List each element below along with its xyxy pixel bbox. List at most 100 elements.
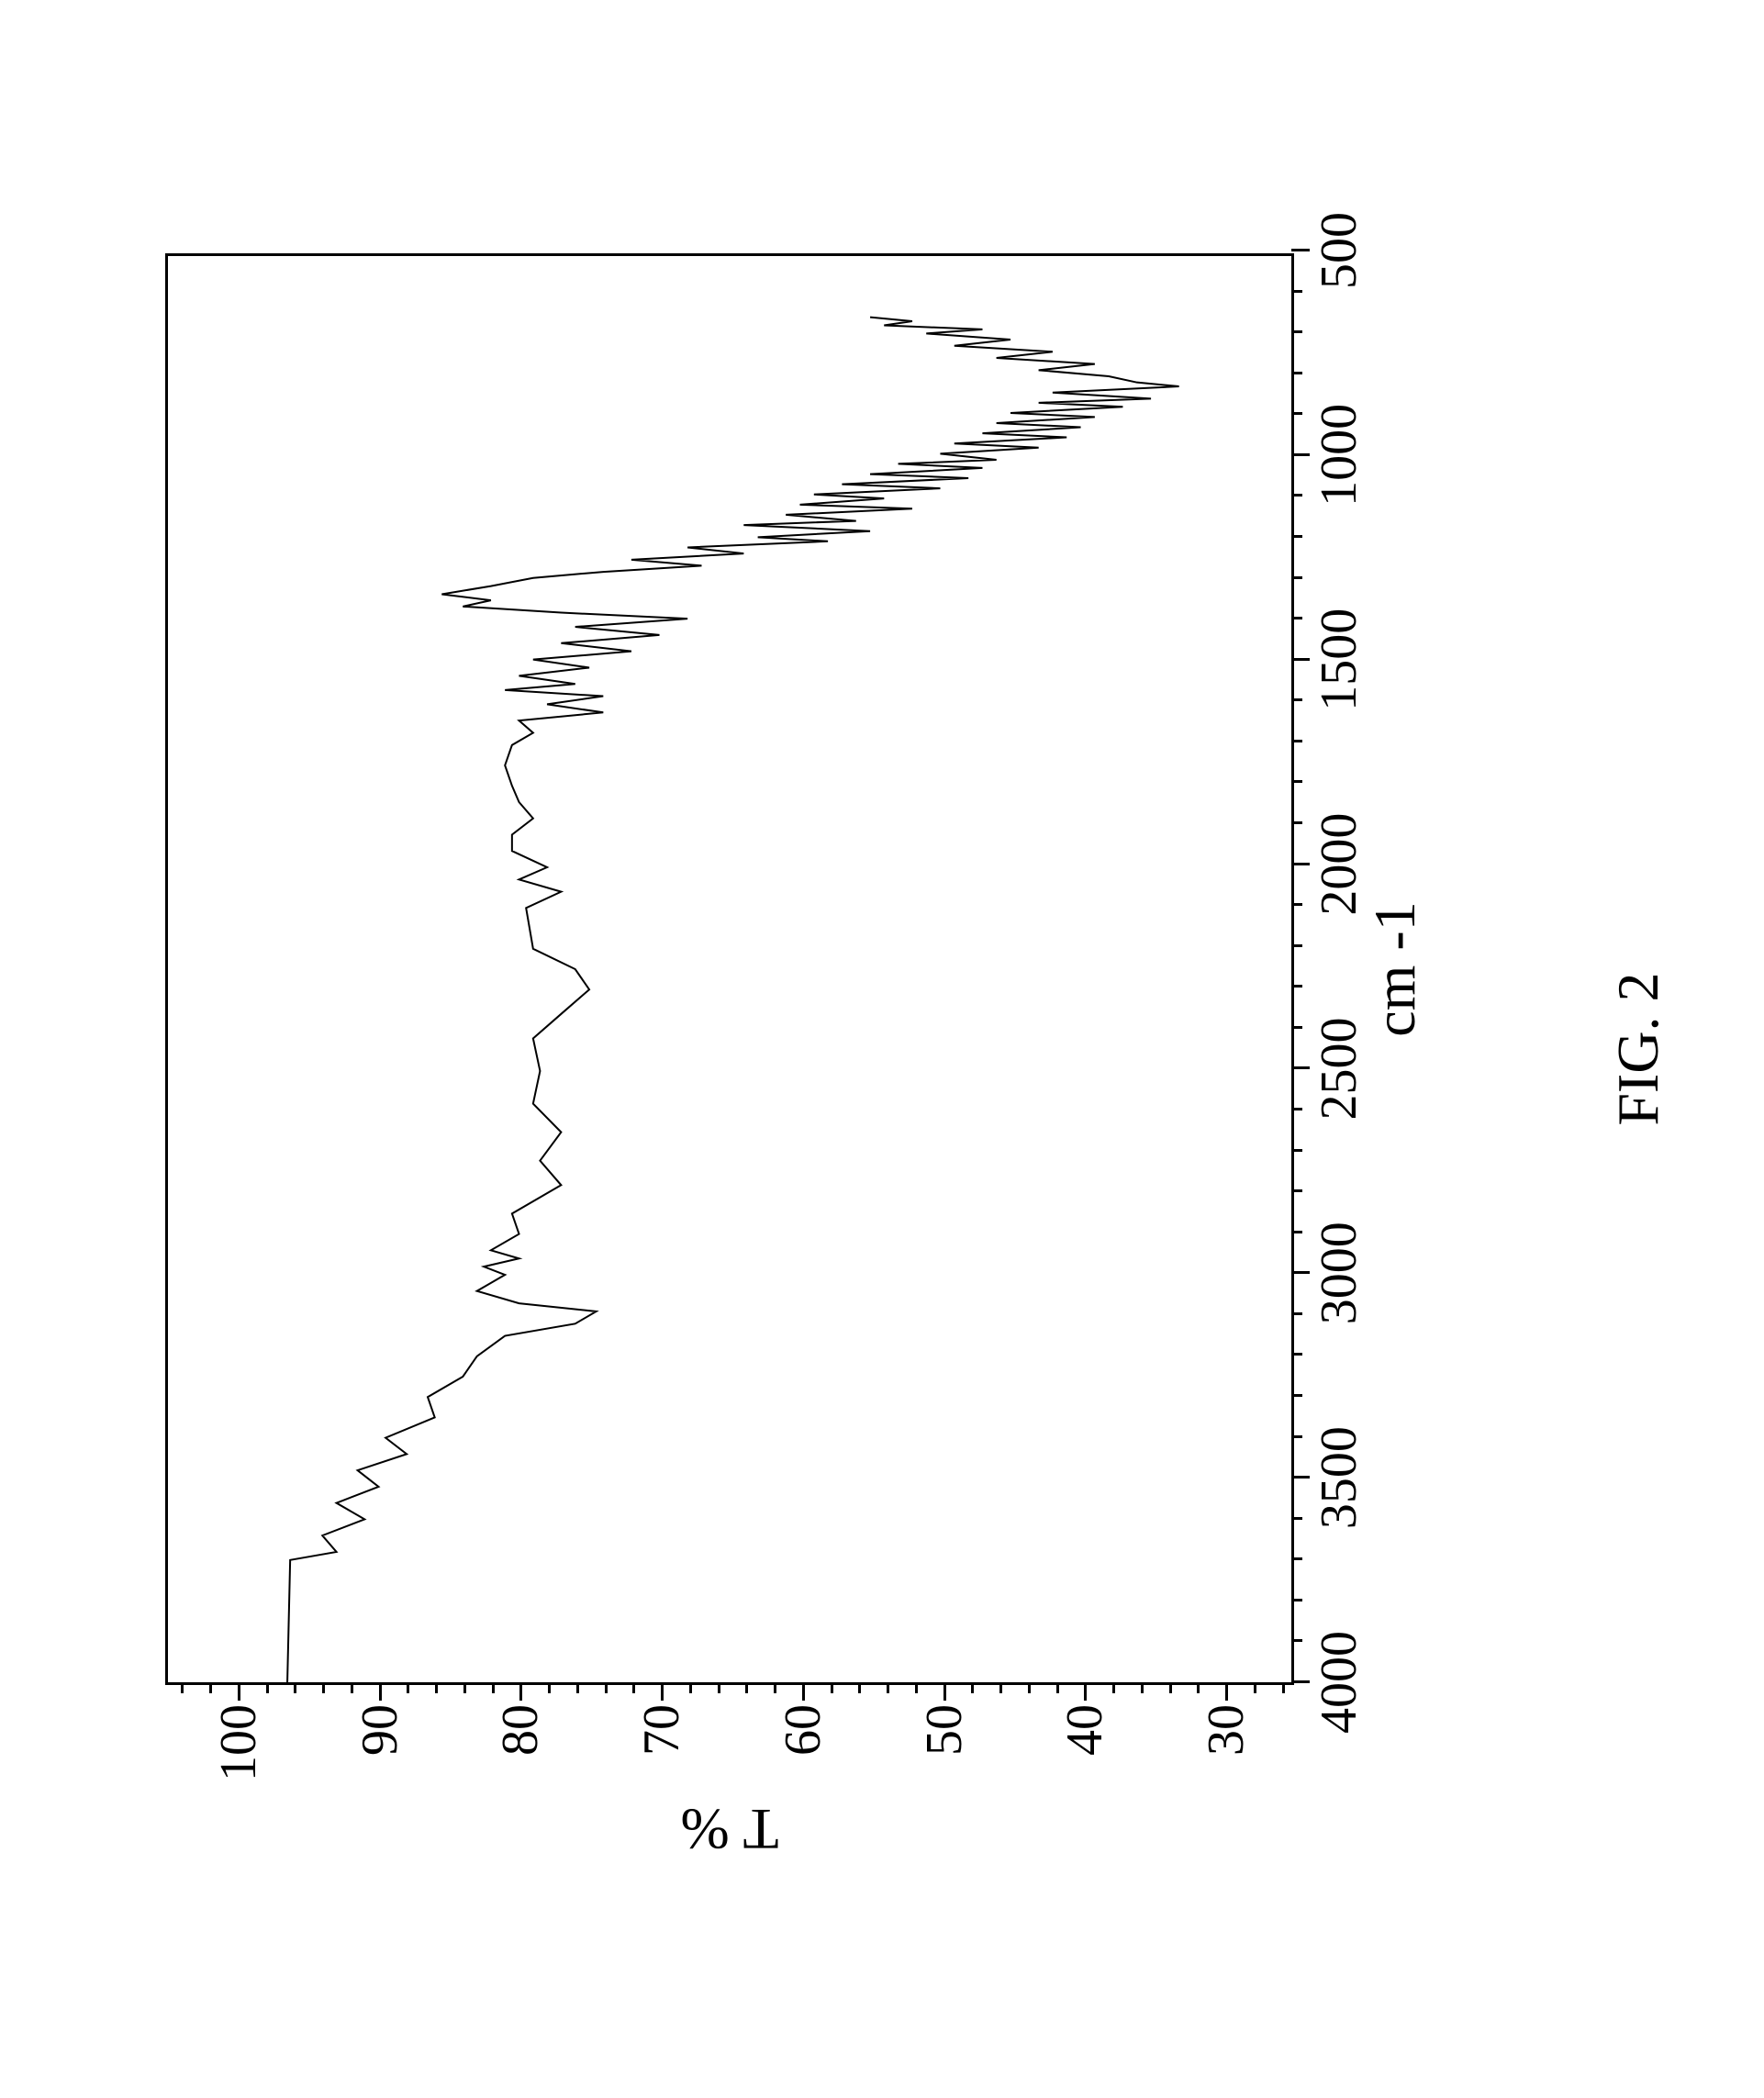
y-minor-tick [831, 1682, 833, 1693]
y-minor-tick [322, 1682, 325, 1693]
x-minor-tick [1291, 1108, 1302, 1110]
x-tick-label: 4000 [1310, 1631, 1368, 1734]
x-tick-label: 1000 [1310, 404, 1368, 507]
x-tick-label: 500 [1310, 212, 1368, 289]
y-minor-tick [351, 1682, 353, 1693]
x-axis-title: cm -1 [1361, 901, 1429, 1037]
y-tick [238, 1682, 240, 1701]
chart-area: cm -1 T % 4000 3500 3000 2500 2000 1500 1000 50… [138, 198, 1496, 1869]
x-tick-label: 3000 [1310, 1222, 1368, 1324]
y-minor-tick [1169, 1682, 1172, 1693]
y-minor-tick [492, 1682, 495, 1693]
x-minor-tick [1291, 372, 1302, 374]
x-minor-tick [1291, 944, 1302, 947]
plot-frame: cm -1 T % 400035003000250020001500100050… [165, 253, 1294, 1685]
y-minor-tick [745, 1682, 748, 1693]
y-tick [802, 1682, 805, 1701]
y-minor-tick [718, 1682, 720, 1693]
y-minor-tick [887, 1682, 889, 1693]
x-minor-tick [1291, 1517, 1302, 1520]
y-tick [1225, 1682, 1228, 1701]
y-minor-tick [181, 1682, 184, 1693]
y-tick [379, 1682, 382, 1701]
x-minor-tick [1291, 1189, 1302, 1192]
x-minor-tick [1291, 1599, 1302, 1601]
y-minor-tick [1112, 1682, 1115, 1693]
x-tick [1291, 1476, 1310, 1479]
y-minor-tick [1254, 1682, 1256, 1693]
y-tick-label: 30 [1197, 1704, 1256, 1756]
y-minor-tick [915, 1682, 918, 1693]
x-tick [1291, 453, 1310, 456]
x-minor-tick [1291, 1353, 1302, 1356]
y-tick [519, 1682, 522, 1701]
x-tick [1291, 1066, 1310, 1069]
x-tick [1291, 1271, 1310, 1274]
y-minor-tick [689, 1682, 692, 1693]
y-minor-tick [266, 1682, 269, 1693]
x-minor-tick [1291, 1312, 1302, 1315]
spectrum-line [168, 256, 1291, 1682]
rotated-stage: cm -1 T % 4000 3500 3000 2500 2000 1500 1000 50… [0, 0, 1764, 2098]
x-minor-tick [1291, 821, 1302, 824]
y-tick [943, 1682, 946, 1701]
y-minor-tick [1141, 1682, 1144, 1693]
x-tick-label: 3500 [1310, 1426, 1368, 1529]
x-minor-tick [1291, 740, 1302, 742]
x-minor-tick [1291, 535, 1302, 538]
x-minor-tick [1291, 1149, 1302, 1152]
y-axis-title: T % [680, 1795, 778, 1863]
x-minor-tick [1291, 1435, 1302, 1438]
x-minor-tick [1291, 494, 1302, 497]
page: cm -1 T % 4000 3500 3000 2500 2000 1500 1000 50… [0, 0, 1764, 2098]
y-tick [661, 1682, 664, 1701]
y-tick-label: 80 [491, 1704, 550, 1756]
y-tick [1084, 1682, 1087, 1701]
x-minor-tick [1291, 698, 1302, 701]
x-tick [1291, 249, 1310, 251]
x-minor-tick [1291, 780, 1302, 783]
y-tick-label: 60 [774, 1704, 832, 1756]
x-minor-tick [1291, 617, 1302, 619]
x-tick-label: 2500 [1310, 1017, 1368, 1120]
x-tick-label: 2000 [1310, 813, 1368, 916]
y-minor-tick [605, 1682, 608, 1693]
y-minor-tick [632, 1682, 635, 1693]
y-minor-tick [1028, 1682, 1031, 1693]
x-tick [1291, 863, 1310, 865]
x-minor-tick [1291, 1231, 1302, 1233]
x-minor-tick [1291, 330, 1302, 333]
x-minor-tick [1291, 576, 1302, 579]
y-minor-tick [999, 1682, 1002, 1693]
x-minor-tick [1291, 1394, 1302, 1397]
y-minor-tick [407, 1682, 409, 1693]
y-minor-tick [435, 1682, 438, 1693]
figure-caption: FIG. 2 [1604, 972, 1672, 1125]
x-minor-tick [1291, 985, 1302, 988]
y-tick-label: 90 [351, 1704, 409, 1756]
x-minor-tick [1291, 412, 1302, 415]
x-tick-label: 1500 [1310, 608, 1368, 711]
x-minor-tick [1291, 290, 1302, 293]
x-minor-tick [1291, 1026, 1302, 1029]
y-tick-label: 50 [915, 1704, 974, 1756]
y-minor-tick [858, 1682, 861, 1693]
y-minor-tick [463, 1682, 466, 1693]
x-minor-tick [1291, 1639, 1302, 1642]
y-minor-tick [774, 1682, 776, 1693]
y-tick-label: 70 [632, 1704, 691, 1756]
y-minor-tick [209, 1682, 212, 1693]
y-minor-tick [548, 1682, 551, 1693]
y-minor-tick [576, 1682, 579, 1693]
y-minor-tick [1056, 1682, 1059, 1693]
y-minor-tick [294, 1682, 296, 1693]
x-tick [1291, 1680, 1310, 1683]
y-minor-tick [1282, 1682, 1285, 1693]
x-minor-tick [1291, 1557, 1302, 1560]
y-tick-label: 100 [209, 1704, 268, 1781]
x-minor-tick [1291, 903, 1302, 906]
y-minor-tick [971, 1682, 974, 1693]
y-minor-tick [1197, 1682, 1200, 1693]
y-tick-label: 40 [1055, 1704, 1114, 1756]
x-tick [1291, 658, 1310, 661]
